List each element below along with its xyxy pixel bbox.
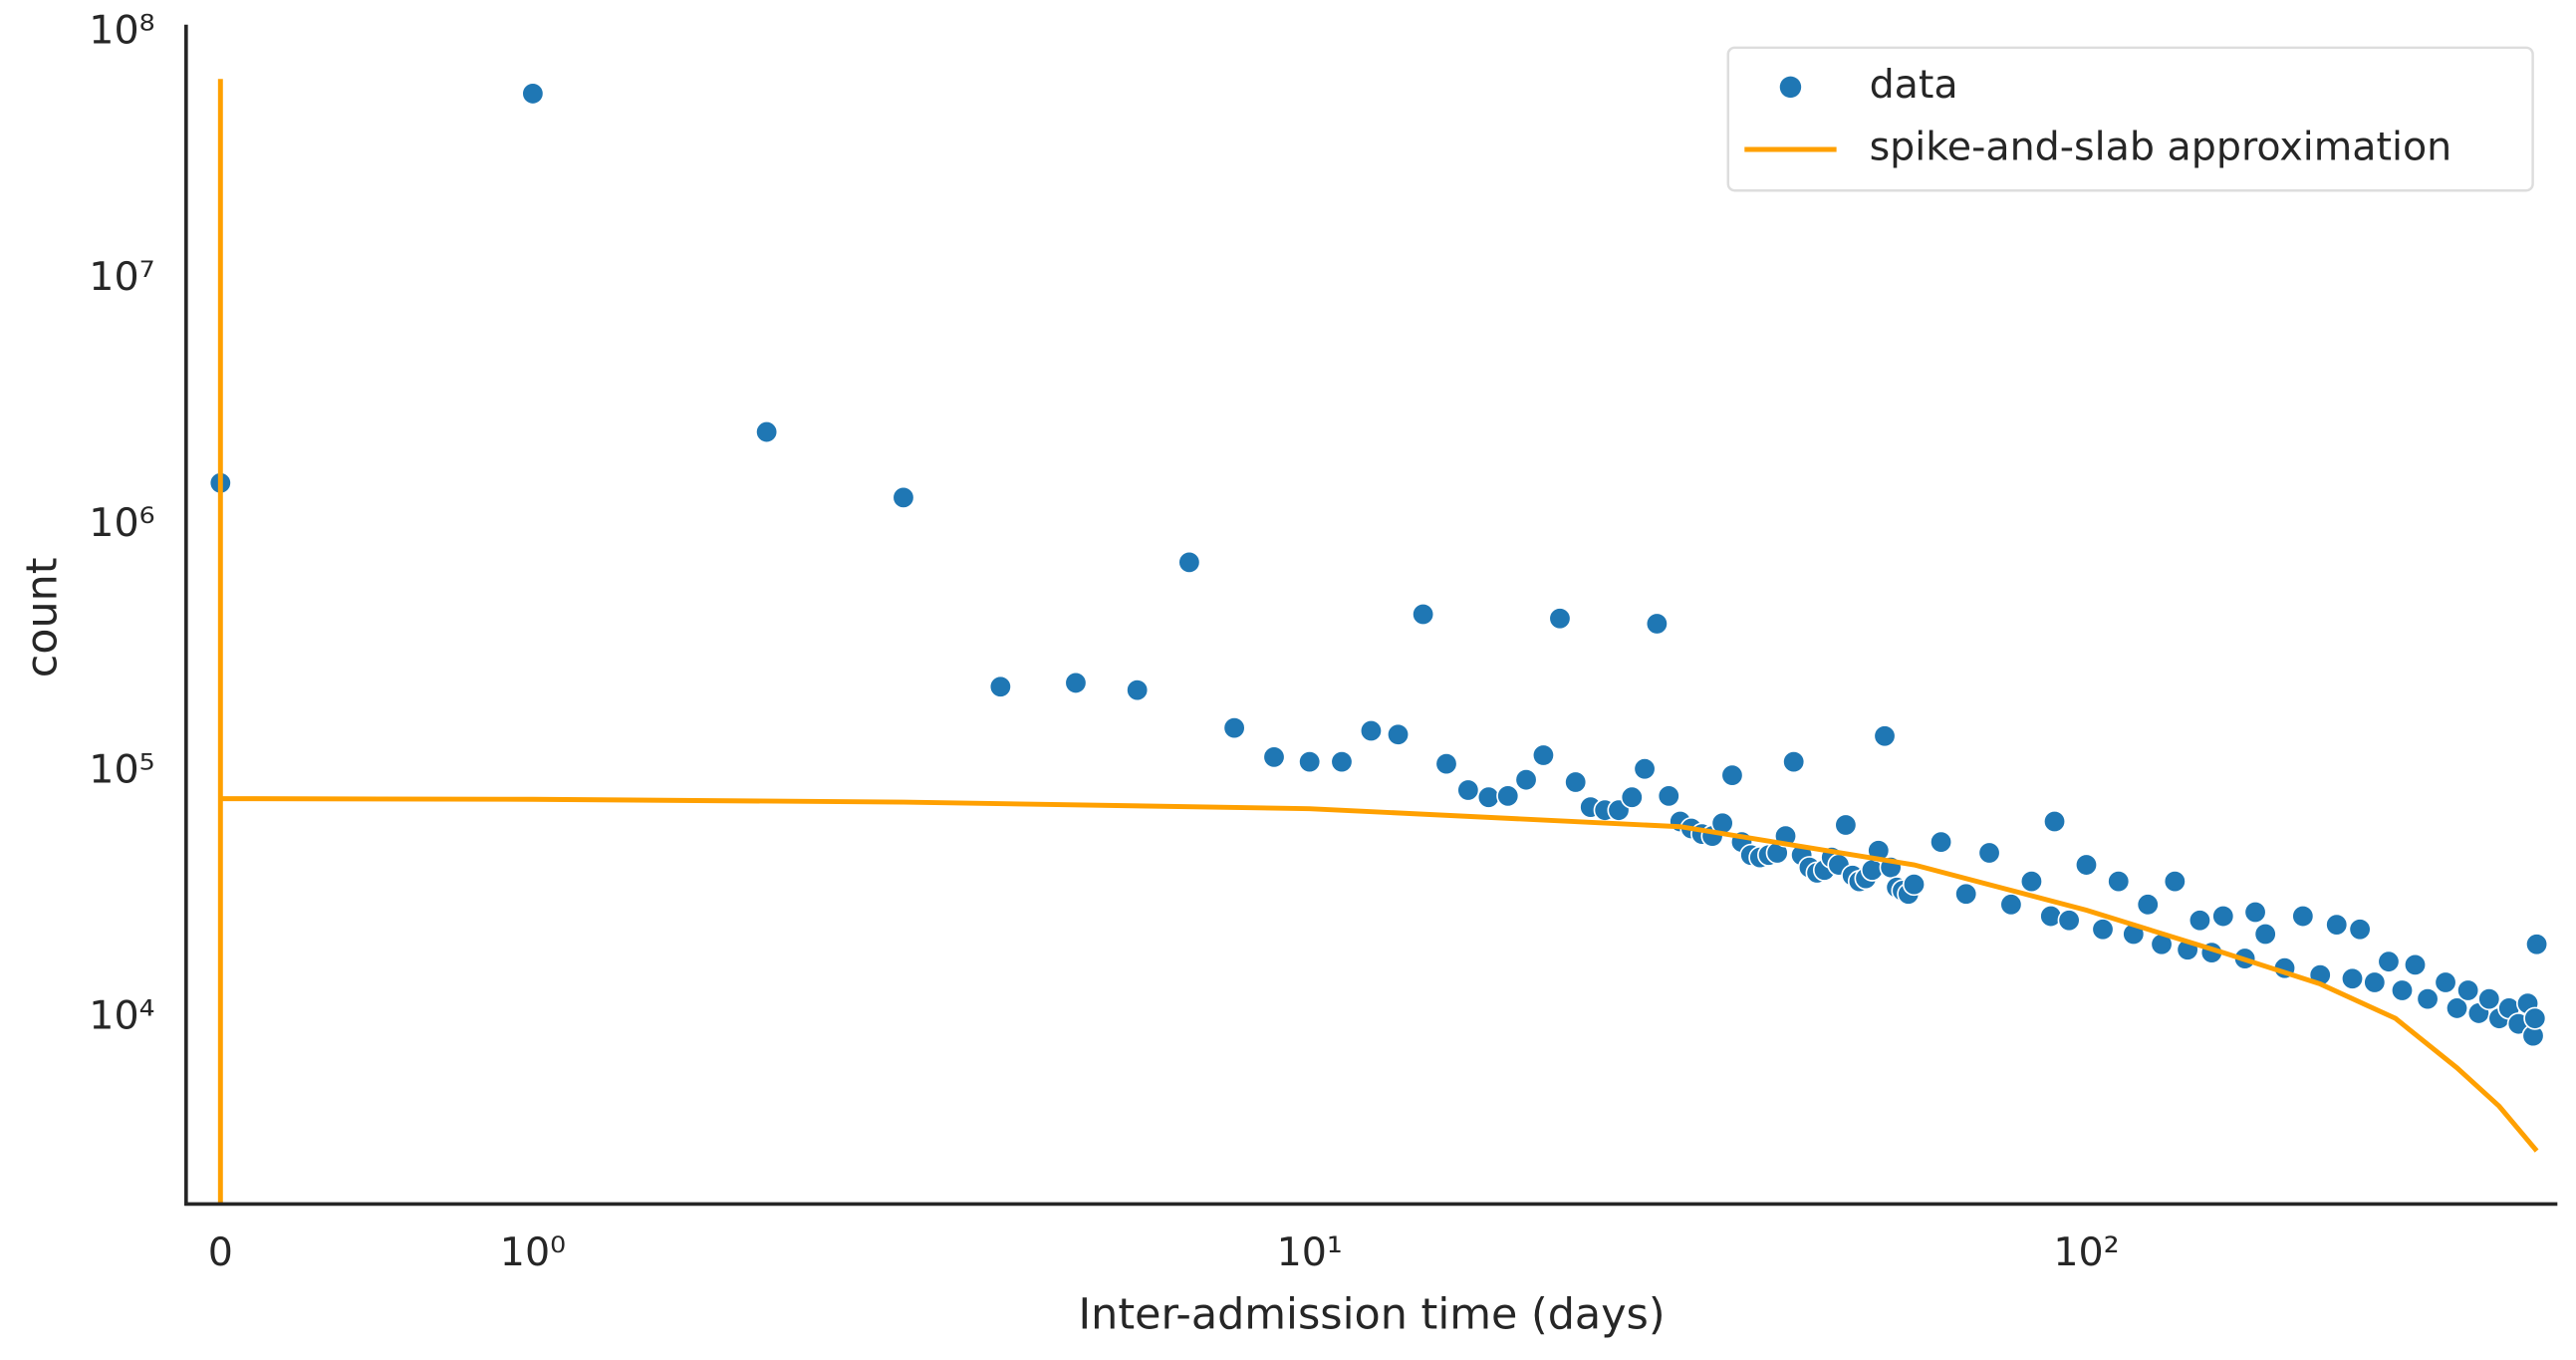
data-point xyxy=(521,82,545,106)
data-point xyxy=(2416,987,2440,1011)
data-point xyxy=(2163,870,2187,894)
data-point xyxy=(1412,602,1435,627)
legend-box xyxy=(1726,46,2534,192)
data-point xyxy=(2074,853,2099,877)
data-point xyxy=(1657,784,1680,808)
data-point xyxy=(1456,778,1480,802)
data-point xyxy=(1514,768,1538,792)
data-point xyxy=(1222,716,1246,740)
data-point xyxy=(1902,873,1927,897)
x-tick-label: 10⁰ xyxy=(500,1229,566,1275)
y-tick-label: 10⁶ xyxy=(89,500,154,546)
data-point xyxy=(755,420,779,444)
data-point xyxy=(1064,671,1088,694)
data-point xyxy=(2325,913,2349,937)
y-tick-label: 10⁸ xyxy=(89,7,154,53)
data-point xyxy=(1177,550,1201,574)
data-point xyxy=(2445,996,2469,1020)
y-tick-label: 10⁷ xyxy=(89,254,154,300)
legend-label: data xyxy=(1870,62,1958,108)
data-point xyxy=(1359,718,1383,743)
data-point xyxy=(2211,905,2235,929)
data-point xyxy=(2188,909,2211,933)
data-point xyxy=(1633,757,1657,781)
x-tick-label: 10² xyxy=(2053,1229,2119,1275)
y-tick-label: 10⁵ xyxy=(89,746,154,792)
x-tick-label: 10¹ xyxy=(1277,1229,1343,1275)
data-point xyxy=(2348,918,2372,942)
y-axis-label: count xyxy=(18,557,68,678)
data-point xyxy=(1930,830,1953,854)
line-series xyxy=(217,79,2539,1205)
data-point xyxy=(1834,813,1858,837)
data-point xyxy=(1298,750,1322,774)
data-point xyxy=(1386,722,1411,746)
data-point xyxy=(1496,784,1520,808)
data-point xyxy=(2477,987,2501,1011)
data-point xyxy=(1620,785,1644,809)
data-point xyxy=(1531,743,1555,767)
data-point xyxy=(2390,978,2415,1002)
data-point xyxy=(2042,809,2067,834)
data-point xyxy=(1720,763,1744,787)
data-point xyxy=(2340,966,2365,990)
data-point xyxy=(2363,970,2387,994)
data-point xyxy=(1262,745,1286,769)
plot-area xyxy=(208,79,2549,1205)
data-point xyxy=(2253,922,2277,947)
data-point xyxy=(2019,870,2043,894)
data-point xyxy=(2434,970,2457,994)
data-point xyxy=(1330,750,1354,774)
data-point xyxy=(2107,870,2131,894)
data-point xyxy=(1476,785,1500,809)
data-point xyxy=(892,485,915,509)
data-point xyxy=(2377,950,2401,973)
legend-label: spike-and-slab approximation xyxy=(1870,125,2452,170)
x-tick-label: 0 xyxy=(208,1229,233,1275)
x-axis-label: Inter-admission time (days) xyxy=(1079,1290,1666,1340)
data-point xyxy=(2525,933,2549,956)
data-point xyxy=(1782,750,1806,774)
data-point xyxy=(1954,882,1978,906)
data-point xyxy=(1434,752,1458,776)
data-point xyxy=(2136,893,2160,917)
y-tick-label: 10⁴ xyxy=(89,993,154,1039)
data-point xyxy=(2523,1006,2547,1030)
data-point xyxy=(988,675,1012,698)
data-point xyxy=(1999,893,2023,917)
data-point xyxy=(2243,900,2267,925)
data-point xyxy=(2456,978,2480,1002)
data-point xyxy=(1564,770,1588,794)
data-point xyxy=(1873,724,1897,748)
data-point xyxy=(1977,841,2001,865)
data-point xyxy=(2057,909,2081,933)
data-point xyxy=(1126,679,1150,702)
data-point xyxy=(1645,612,1669,636)
data-point xyxy=(2291,905,2315,929)
data-point xyxy=(2091,918,2115,942)
data-point xyxy=(1548,607,1572,631)
legend-marker xyxy=(1779,76,1802,99)
data-point xyxy=(2403,952,2428,976)
